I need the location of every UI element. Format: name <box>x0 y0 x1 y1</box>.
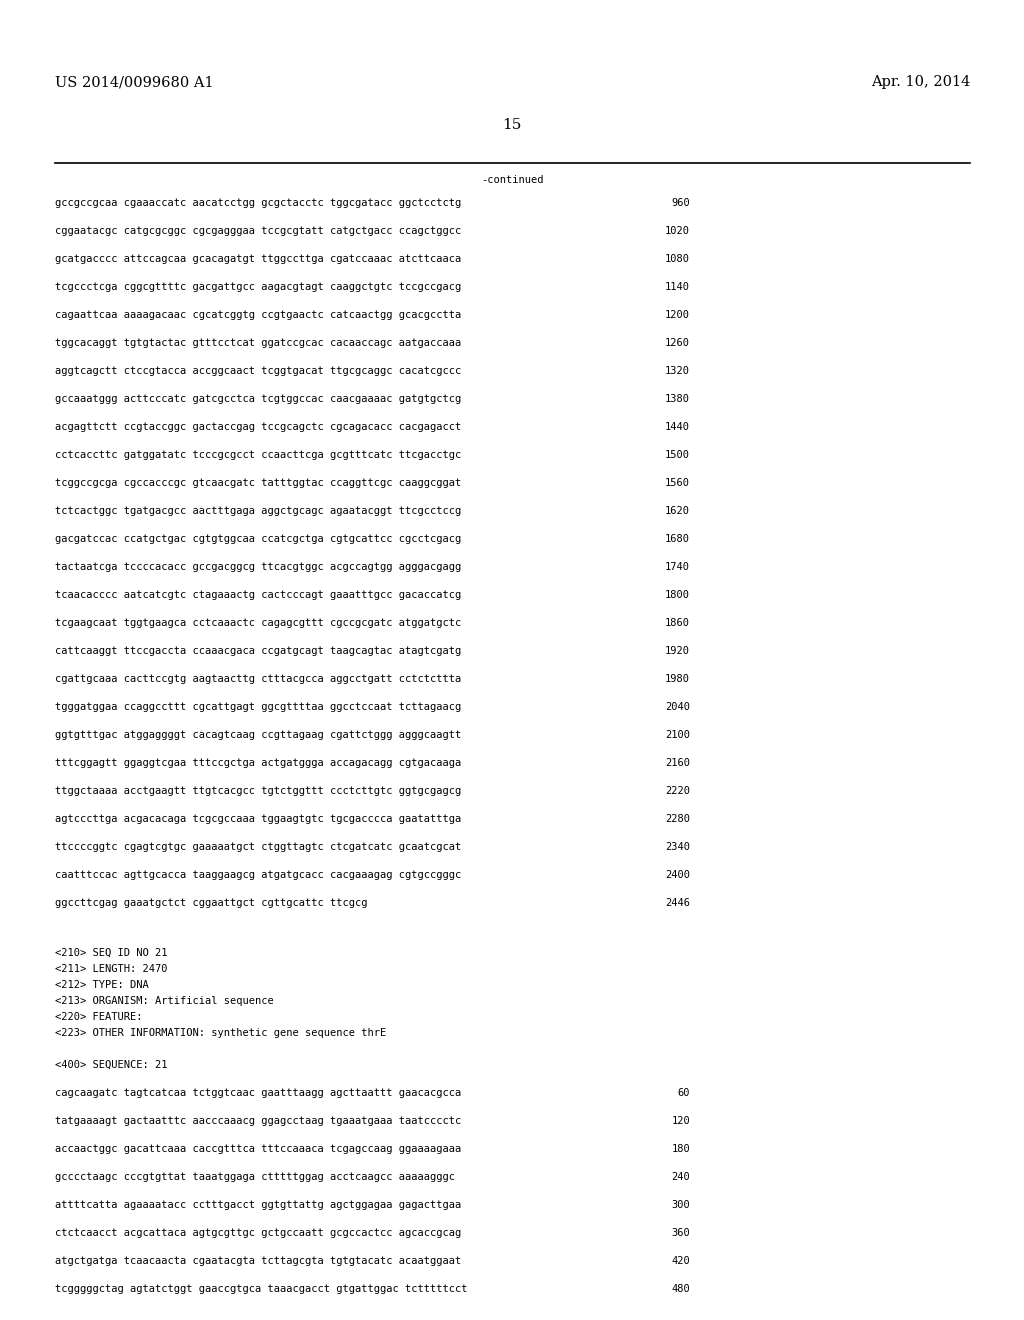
Text: gcccctaagc cccgtgttat taaatggaga ctttttggag acctcaagcc aaaaagggc: gcccctaagc cccgtgttat taaatggaga ctttttg… <box>55 1172 455 1181</box>
Text: 1140: 1140 <box>665 282 690 292</box>
Text: 480: 480 <box>672 1284 690 1294</box>
Text: 360: 360 <box>672 1228 690 1238</box>
Text: cagcaagatc tagtcatcaa tctggtcaac gaatttaagg agcttaattt gaacacgcca: cagcaagatc tagtcatcaa tctggtcaac gaattta… <box>55 1088 461 1098</box>
Text: 180: 180 <box>672 1144 690 1154</box>
Text: tggcacaggt tgtgtactac gtttcctcat ggatccgcac cacaaccagc aatgaccaaa: tggcacaggt tgtgtactac gtttcctcat ggatccg… <box>55 338 461 348</box>
Text: <213> ORGANISM: Artificial sequence: <213> ORGANISM: Artificial sequence <box>55 997 273 1006</box>
Text: 120: 120 <box>672 1115 690 1126</box>
Text: gccaaatggg acttcccatc gatcgcctca tcgtggccac caacgaaaac gatgtgctcg: gccaaatggg acttcccatc gatcgcctca tcgtggc… <box>55 393 461 404</box>
Text: gcatgacccc attccagcaa gcacagatgt ttggccttga cgatccaaac atcttcaaca: gcatgacccc attccagcaa gcacagatgt ttggcct… <box>55 253 461 264</box>
Text: US 2014/0099680 A1: US 2014/0099680 A1 <box>55 75 214 88</box>
Text: gccgccgcaa cgaaaccatc aacatcctgg gcgctacctc tggcgatacc ggctcctctg: gccgccgcaa cgaaaccatc aacatcctgg gcgctac… <box>55 198 461 209</box>
Text: attttcatta agaaaatacc cctttgacct ggtgttattg agctggagaa gagacttgaa: attttcatta agaaaatacc cctttgacct ggtgtta… <box>55 1200 461 1210</box>
Text: tcgccctcga cggcgttttc gacgattgcc aagacgtagt caaggctgtc tccgccgacg: tcgccctcga cggcgttttc gacgattgcc aagacgt… <box>55 282 461 292</box>
Text: cggaatacgc catgcgcggc cgcgagggaa tccgcgtatt catgctgacc ccagctggcc: cggaatacgc catgcgcggc cgcgagggaa tccgcgt… <box>55 226 461 236</box>
Text: atgctgatga tcaacaacta cgaatacgta tcttagcgta tgtgtacatc acaatggaat: atgctgatga tcaacaacta cgaatacgta tcttagc… <box>55 1257 461 1266</box>
Text: 1680: 1680 <box>665 535 690 544</box>
Text: cctcaccttc gatggatatc tcccgcgcct ccaacttcga gcgtttcatc ttcgacctgc: cctcaccttc gatggatatc tcccgcgcct ccaactt… <box>55 450 461 459</box>
Text: Apr. 10, 2014: Apr. 10, 2014 <box>870 75 970 88</box>
Text: 1440: 1440 <box>665 422 690 432</box>
Text: 2100: 2100 <box>665 730 690 741</box>
Text: 1800: 1800 <box>665 590 690 601</box>
Text: 15: 15 <box>503 117 521 132</box>
Text: 1080: 1080 <box>665 253 690 264</box>
Text: accaactggc gacattcaaa caccgtttca tttccaaaca tcgagccaag ggaaaagaaa: accaactggc gacattcaaa caccgtttca tttccaa… <box>55 1144 461 1154</box>
Text: 60: 60 <box>678 1088 690 1098</box>
Text: <220> FEATURE:: <220> FEATURE: <box>55 1012 142 1022</box>
Text: <400> SEQUENCE: 21: <400> SEQUENCE: 21 <box>55 1060 168 1071</box>
Text: tatgaaaagt gactaatttc aacccaaacg ggagcctaag tgaaatgaaa taatcccctc: tatgaaaagt gactaatttc aacccaaacg ggagcct… <box>55 1115 461 1126</box>
Text: 1560: 1560 <box>665 478 690 488</box>
Text: 960: 960 <box>672 198 690 209</box>
Text: tcgggggctag agtatctggt gaaccgtgca taaacgacct gtgattggac tctttttcct: tcgggggctag agtatctggt gaaccgtgca taaacg… <box>55 1284 468 1294</box>
Text: agtcccttga acgacacaga tcgcgccaaa tggaagtgtc tgcgacccca gaatatttga: agtcccttga acgacacaga tcgcgccaaa tggaagt… <box>55 814 461 824</box>
Text: -continued: -continued <box>480 176 544 185</box>
Text: tcgaagcaat tggtgaagca cctcaaactc cagagcgttt cgccgcgatc atggatgctc: tcgaagcaat tggtgaagca cctcaaactc cagagcg… <box>55 618 461 628</box>
Text: ctctcaacct acgcattaca agtgcgttgc gctgccaatt gcgccactcc agcaccgcag: ctctcaacct acgcattaca agtgcgttgc gctgcca… <box>55 1228 461 1238</box>
Text: gacgatccac ccatgctgac cgtgtggcaa ccatcgctga cgtgcattcc cgcctcgacg: gacgatccac ccatgctgac cgtgtggcaa ccatcgc… <box>55 535 461 544</box>
Text: 1200: 1200 <box>665 310 690 319</box>
Text: cattcaaggt ttccgaccta ccaaacgaca ccgatgcagt taagcagtac atagtcgatg: cattcaaggt ttccgaccta ccaaacgaca ccgatgc… <box>55 645 461 656</box>
Text: tactaatcga tccccacacc gccgacggcg ttcacgtggc acgccagtgg agggacgagg: tactaatcga tccccacacc gccgacggcg ttcacgt… <box>55 562 461 572</box>
Text: 1320: 1320 <box>665 366 690 376</box>
Text: tctcactggc tgatgacgcc aactttgaga aggctgcagc agaatacggt ttcgcctccg: tctcactggc tgatgacgcc aactttgaga aggctgc… <box>55 506 461 516</box>
Text: 240: 240 <box>672 1172 690 1181</box>
Text: 1860: 1860 <box>665 618 690 628</box>
Text: ggtgtttgac atggaggggt cacagtcaag ccgttagaag cgattctggg agggcaagtt: ggtgtttgac atggaggggt cacagtcaag ccgttag… <box>55 730 461 741</box>
Text: cgattgcaaa cacttccgtg aagtaacttg ctttacgcca aggcctgatt cctctcttta: cgattgcaaa cacttccgtg aagtaacttg ctttacg… <box>55 675 461 684</box>
Text: caatttccac agttgcacca taaggaagcg atgatgcacc cacgaaagag cgtgccgggc: caatttccac agttgcacca taaggaagcg atgatgc… <box>55 870 461 880</box>
Text: 1020: 1020 <box>665 226 690 236</box>
Text: 1980: 1980 <box>665 675 690 684</box>
Text: <210> SEQ ID NO 21: <210> SEQ ID NO 21 <box>55 948 168 958</box>
Text: tcaacacccc aatcatcgtc ctagaaactg cactcccagt gaaatttgcc gacaccatcg: tcaacacccc aatcatcgtc ctagaaactg cactccc… <box>55 590 461 601</box>
Text: 2446: 2446 <box>665 898 690 908</box>
Text: 2040: 2040 <box>665 702 690 711</box>
Text: 1740: 1740 <box>665 562 690 572</box>
Text: 1380: 1380 <box>665 393 690 404</box>
Text: tgggatggaa ccaggccttt cgcattgagt ggcgttttaa ggcctccaat tcttagaacg: tgggatggaa ccaggccttt cgcattgagt ggcgttt… <box>55 702 461 711</box>
Text: 1920: 1920 <box>665 645 690 656</box>
Text: cagaattcaa aaaagacaac cgcatcggtg ccgtgaactc catcaactgg gcacgcctta: cagaattcaa aaaagacaac cgcatcggtg ccgtgaa… <box>55 310 461 319</box>
Text: 1500: 1500 <box>665 450 690 459</box>
Text: 2340: 2340 <box>665 842 690 851</box>
Text: tcggccgcga cgccacccgc gtcaacgatc tatttggtac ccaggttcgc caaggcggat: tcggccgcga cgccacccgc gtcaacgatc tatttgg… <box>55 478 461 488</box>
Text: tttcggagtt ggaggtcgaa tttccgctga actgatggga accagacagg cgtgacaaga: tttcggagtt ggaggtcgaa tttccgctga actgatg… <box>55 758 461 768</box>
Text: <211> LENGTH: 2470: <211> LENGTH: 2470 <box>55 964 168 974</box>
Text: 420: 420 <box>672 1257 690 1266</box>
Text: <223> OTHER INFORMATION: synthetic gene sequence thrE: <223> OTHER INFORMATION: synthetic gene … <box>55 1028 386 1038</box>
Text: acgagttctt ccgtaccggc gactaccgag tccgcagctc cgcagacacc cacgagacct: acgagttctt ccgtaccggc gactaccgag tccgcag… <box>55 422 461 432</box>
Text: ggccttcgag gaaatgctct cggaattgct cgttgcattc ttcgcg: ggccttcgag gaaatgctct cggaattgct cgttgca… <box>55 898 368 908</box>
Text: ttggctaaaa acctgaagtt ttgtcacgcc tgtctggttt ccctcttgtc ggtgcgagcg: ttggctaaaa acctgaagtt ttgtcacgcc tgtctgg… <box>55 785 461 796</box>
Text: 1260: 1260 <box>665 338 690 348</box>
Text: aggtcagctt ctccgtacca accggcaact tcggtgacat ttgcgcaggc cacatcgccc: aggtcagctt ctccgtacca accggcaact tcggtga… <box>55 366 461 376</box>
Text: 2400: 2400 <box>665 870 690 880</box>
Text: 2280: 2280 <box>665 814 690 824</box>
Text: <212> TYPE: DNA: <212> TYPE: DNA <box>55 979 148 990</box>
Text: 300: 300 <box>672 1200 690 1210</box>
Text: ttccccggtc cgagtcgtgc gaaaaatgct ctggttagtc ctcgatcatc gcaatcgcat: ttccccggtc cgagtcgtgc gaaaaatgct ctggtta… <box>55 842 461 851</box>
Text: 2160: 2160 <box>665 758 690 768</box>
Text: 1620: 1620 <box>665 506 690 516</box>
Text: 2220: 2220 <box>665 785 690 796</box>
